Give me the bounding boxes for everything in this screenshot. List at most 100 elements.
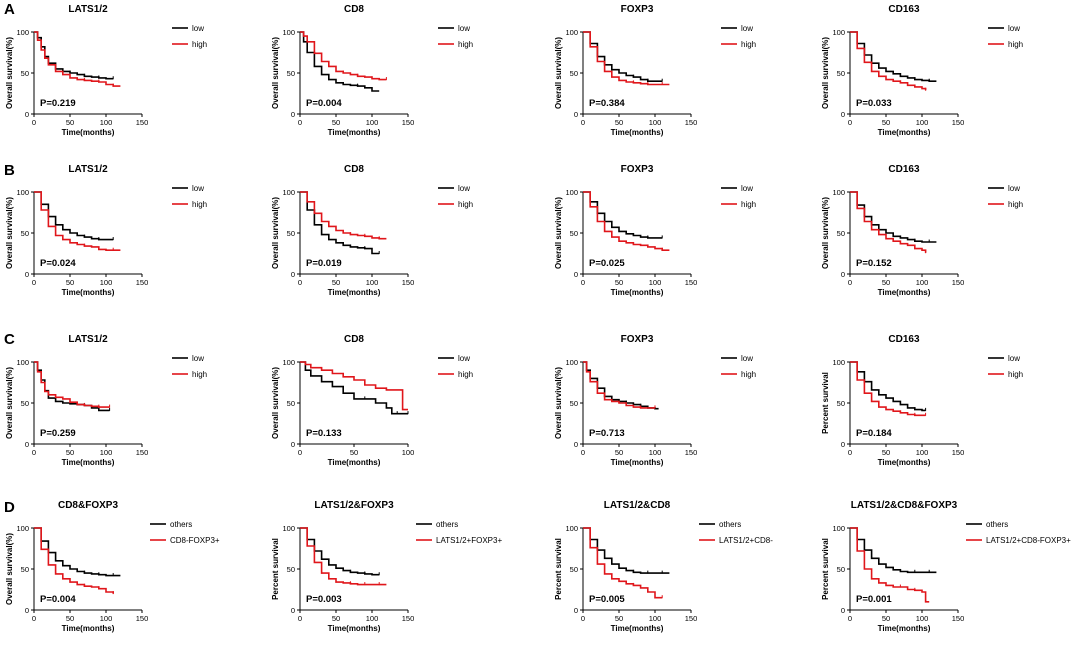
y-tick-label: 0 bbox=[574, 270, 578, 279]
y-tick-label: 100 bbox=[565, 524, 578, 533]
y-tick-label: 50 bbox=[837, 399, 845, 408]
legend-label-others: others bbox=[986, 520, 1008, 529]
x-tick-label: 0 bbox=[32, 278, 36, 287]
legend-label-others: others bbox=[170, 520, 192, 529]
x-axis-label: Time(months) bbox=[328, 128, 381, 137]
legend-label-low: low bbox=[192, 354, 204, 363]
row-label-c: C bbox=[4, 331, 15, 348]
x-tick-label: 150 bbox=[402, 118, 415, 127]
x-tick-label: 0 bbox=[581, 614, 585, 623]
x-axis-label: Time(months) bbox=[878, 624, 931, 633]
km-panel-0-0: LATS1/2 0 50 100 0 50 100 150 Time(months) Overal… bbox=[5, 4, 207, 137]
y-axis-label: Overall survival(%) bbox=[5, 37, 14, 109]
x-tick-label: 100 bbox=[649, 614, 662, 623]
km-panel-2-0: LATS1/2 0 50 100 0 50 100 150 Time(months) Overal… bbox=[5, 334, 207, 467]
y-tick-label: 0 bbox=[25, 606, 29, 615]
x-tick-label: 100 bbox=[916, 614, 929, 623]
y-tick-label: 100 bbox=[832, 524, 845, 533]
legend-label-high: high bbox=[192, 40, 207, 49]
x-tick-label: 100 bbox=[366, 118, 379, 127]
x-tick-label: 150 bbox=[952, 448, 965, 457]
y-tick-label: 100 bbox=[16, 188, 29, 197]
x-tick-label: 0 bbox=[581, 448, 585, 457]
km-curve-high bbox=[583, 191, 670, 251]
y-tick-label: 50 bbox=[287, 399, 295, 408]
y-tick-label: 100 bbox=[16, 28, 29, 37]
legend-label-high: high bbox=[741, 200, 756, 209]
p-value-label: P=0.004 bbox=[40, 594, 76, 605]
x-tick-label: 100 bbox=[366, 278, 379, 287]
y-tick-label: 50 bbox=[287, 565, 295, 574]
x-axis-label: Time(months) bbox=[62, 128, 115, 137]
y-axis-label: Overall survival(%) bbox=[554, 367, 563, 439]
y-axis-label: Overall survival(%) bbox=[821, 197, 830, 269]
x-tick-label: 50 bbox=[882, 118, 890, 127]
km-panel-1-3: CD163 0 50 100 0 50 100 150 Time(months) Overall … bbox=[821, 164, 1023, 297]
x-tick-label: 50 bbox=[66, 118, 74, 127]
panel-title: FOXP3 bbox=[621, 164, 654, 175]
km-panel-0-2: FOXP3 0 50 100 0 50 100 150 Time(months) Overall … bbox=[554, 4, 756, 137]
legend-label-low: low bbox=[1008, 24, 1020, 33]
x-axis-label: Time(months) bbox=[328, 458, 381, 467]
y-tick-label: 50 bbox=[837, 69, 845, 78]
x-tick-label: 0 bbox=[298, 448, 302, 457]
y-tick-label: 50 bbox=[570, 399, 578, 408]
legend-label-high: high bbox=[1008, 370, 1023, 379]
legend-label-low: low bbox=[741, 184, 753, 193]
x-tick-label: 150 bbox=[136, 118, 149, 127]
x-tick-label: 150 bbox=[136, 278, 149, 287]
x-tick-label: 100 bbox=[916, 118, 929, 127]
km-curve-LATS1/2+CD8-FOXP3+ bbox=[850, 527, 930, 603]
x-axis-label: Time(months) bbox=[328, 288, 381, 297]
legend-label-low: low bbox=[741, 24, 753, 33]
legend-label-low: low bbox=[458, 184, 470, 193]
km-curve-low bbox=[583, 31, 663, 82]
km-panel-2-1: CD8 0 50 100 0 50 100 Time(months) Overall survi… bbox=[271, 334, 473, 467]
legend-label-low: low bbox=[741, 354, 753, 363]
x-tick-label: 0 bbox=[298, 118, 302, 127]
legend-label-high: high bbox=[458, 200, 473, 209]
legend-label-high: high bbox=[458, 40, 473, 49]
x-tick-label: 0 bbox=[298, 614, 302, 623]
legend-label-low: low bbox=[458, 24, 470, 33]
x-tick-label: 50 bbox=[882, 614, 890, 623]
x-tick-label: 0 bbox=[32, 614, 36, 623]
panel-title: LATS1/2&CD8 bbox=[604, 500, 671, 511]
y-tick-label: 50 bbox=[287, 69, 295, 78]
km-curve-high bbox=[34, 361, 110, 408]
km-panel-0-3: CD163 0 50 100 0 50 100 150 Time(months) Overall … bbox=[821, 4, 1023, 137]
x-tick-label: 50 bbox=[615, 614, 623, 623]
km-panel-3-1: LATS1/2&FOXP3 0 50 100 0 50 100 150 Time(months)… bbox=[271, 500, 502, 633]
x-tick-label: 150 bbox=[402, 614, 415, 623]
x-tick-label: 150 bbox=[402, 278, 415, 287]
km-panel-0-1: CD8 0 50 100 0 50 100 150 Time(months) Overall su… bbox=[271, 4, 473, 137]
p-value-label: P=0.184 bbox=[856, 428, 892, 439]
x-tick-label: 100 bbox=[649, 278, 662, 287]
legend-label-LATS1/2+CD8-FOXP3+: LATS1/2+CD8-FOXP3+ bbox=[986, 536, 1071, 545]
y-tick-label: 100 bbox=[282, 524, 295, 533]
x-axis-label: Time(months) bbox=[611, 128, 664, 137]
x-tick-label: 50 bbox=[66, 448, 74, 457]
y-tick-label: 0 bbox=[574, 110, 578, 119]
x-axis-label: Time(months) bbox=[328, 624, 381, 633]
x-axis-label: Time(months) bbox=[878, 288, 931, 297]
km-curve-others bbox=[850, 527, 937, 574]
panel-title: FOXP3 bbox=[621, 4, 654, 15]
y-tick-label: 100 bbox=[16, 524, 29, 533]
legend-label-low: low bbox=[1008, 354, 1020, 363]
x-tick-label: 100 bbox=[916, 278, 929, 287]
y-tick-label: 100 bbox=[16, 358, 29, 367]
x-tick-label: 50 bbox=[66, 614, 74, 623]
x-axis-label: Time(months) bbox=[611, 624, 664, 633]
km-curve-low bbox=[300, 361, 408, 415]
legend-label-high: high bbox=[192, 370, 207, 379]
x-tick-label: 150 bbox=[136, 614, 149, 623]
km-curve-high bbox=[300, 191, 387, 240]
legend-label-high: high bbox=[1008, 40, 1023, 49]
x-tick-label: 0 bbox=[848, 118, 852, 127]
y-tick-label: 0 bbox=[841, 606, 845, 615]
legend-label-others: others bbox=[436, 520, 458, 529]
y-tick-label: 100 bbox=[832, 358, 845, 367]
legend-label-high: high bbox=[741, 370, 756, 379]
x-tick-label: 150 bbox=[952, 614, 965, 623]
